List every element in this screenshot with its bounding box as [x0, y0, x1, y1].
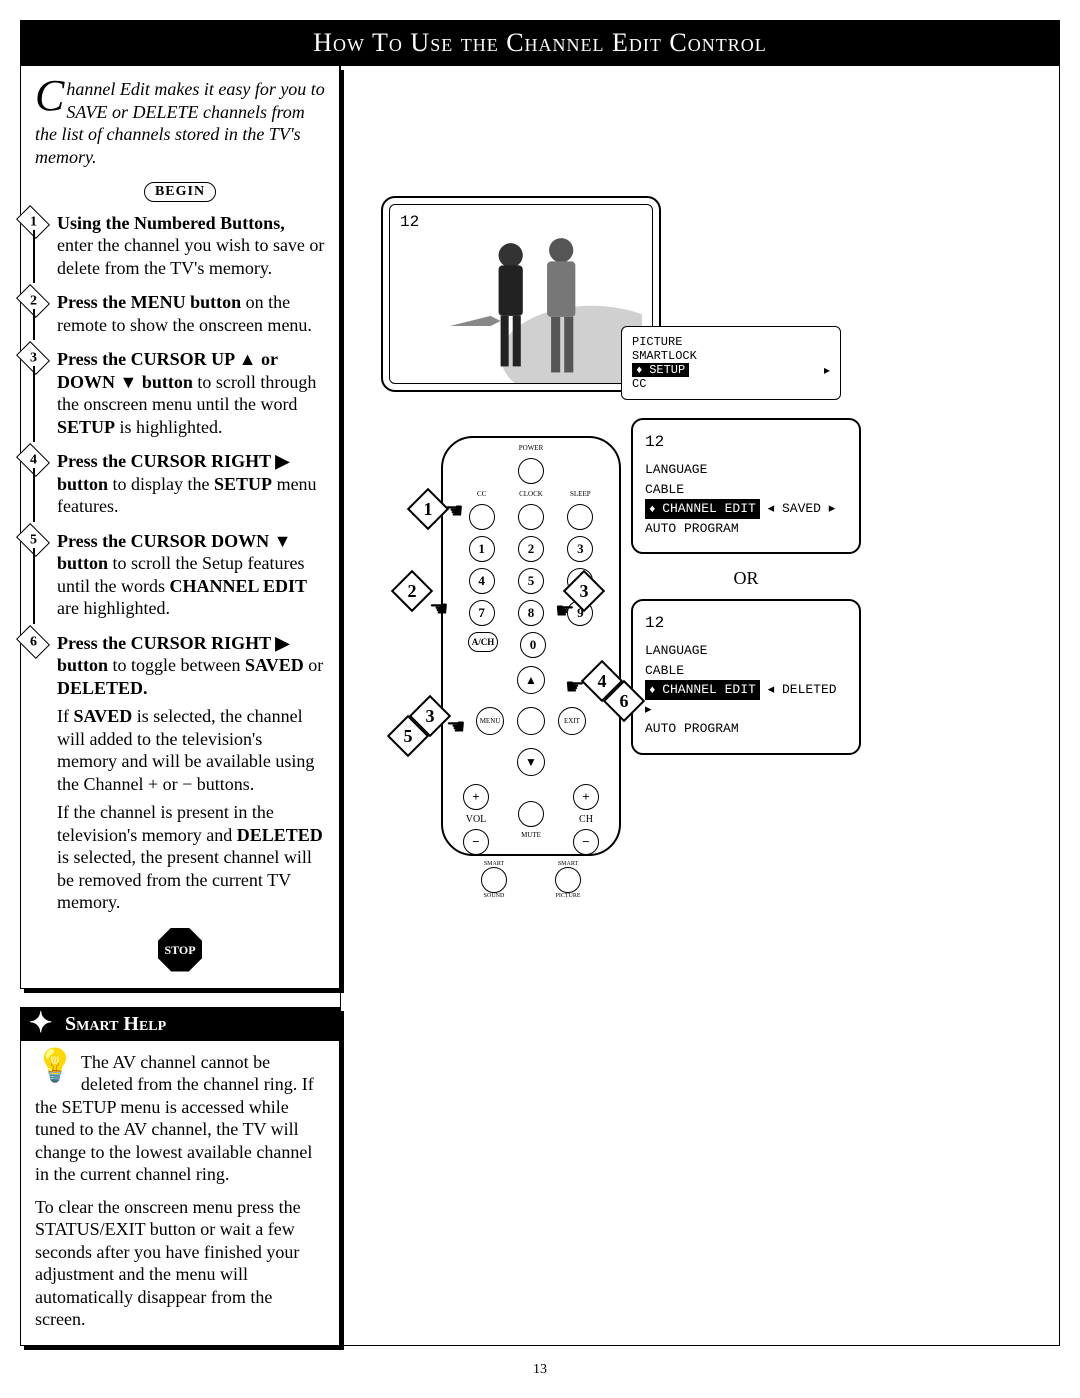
step-3: 3 Press the CURSOR UP ▲ or DOWN ▼ button…: [35, 348, 325, 438]
smart-picture-button[interactable]: [555, 867, 581, 893]
key-8[interactable]: 8: [518, 600, 544, 626]
smart-help-p1: The AV channel cannot be deleted from th…: [35, 1052, 314, 1185]
smart-sound-button[interactable]: [481, 867, 507, 893]
onscreen-menu-deleted: 12 LANGUAGE CABLE CHANNEL EDIT ◂ DELETED…: [631, 599, 861, 755]
vol-up[interactable]: +: [463, 784, 489, 810]
tv-illustration: 12: [381, 196, 661, 392]
cursor-up[interactable]: ▲: [517, 666, 545, 694]
instructions-panel: Channel Edit makes it easy for you to SA…: [20, 66, 340, 989]
key-7[interactable]: 7: [469, 600, 495, 626]
exit-button[interactable]: EXIT: [558, 707, 586, 735]
smart-help-p2: To clear the onscreen menu press the STA…: [35, 1196, 325, 1331]
status-button[interactable]: [517, 707, 545, 735]
sleep-button[interactable]: [567, 504, 593, 530]
tv-channel-number: 12: [400, 213, 419, 231]
hand-icon: ☚: [429, 596, 449, 622]
dropcap: C: [35, 78, 66, 114]
begin-badge: BEGIN: [35, 178, 325, 202]
key-1[interactable]: 1: [469, 536, 495, 562]
clock-button[interactable]: [518, 504, 544, 530]
ch-down[interactable]: −: [573, 829, 599, 855]
onscreen-menu-saved: 12 LANGUAGE CABLE CHANNEL EDIT ◂ SAVED ▸…: [631, 418, 861, 554]
power-label: POWER: [443, 444, 619, 452]
key-4[interactable]: 4: [469, 568, 495, 594]
cc-button[interactable]: [469, 504, 495, 530]
ch-up[interactable]: +: [573, 784, 599, 810]
mute-button[interactable]: [518, 801, 544, 827]
page-title: How To Use the Channel Edit Control: [20, 20, 1060, 66]
smart-help-panel: ✦ Smart Help 💡 The AV channel cannot be …: [20, 1007, 340, 1346]
page-number: 13: [20, 1362, 1060, 1378]
hand-icon: ☛: [565, 674, 585, 700]
ach-button[interactable]: A/CH: [468, 632, 498, 652]
key-0[interactable]: 0: [520, 632, 546, 658]
remote-control: POWER CC CLOCK SLEEP 1 2 3 4 5 6: [441, 436, 621, 856]
key-5[interactable]: 5: [518, 568, 544, 594]
lightbulb-icon: 💡: [35, 1051, 75, 1079]
people-illustration: [440, 225, 642, 384]
smart-help-header: ✦ Smart Help: [21, 1008, 339, 1041]
menu-button[interactable]: MENU: [476, 707, 504, 735]
step-1: 1 Using the Numbered Buttons, enter the …: [35, 212, 325, 280]
callout-2: 2: [391, 570, 433, 612]
step-2: 2 Press the MENU button on the remote to…: [35, 291, 325, 336]
cursor-down[interactable]: ▼: [517, 748, 545, 776]
step-number: 6: [16, 625, 50, 659]
hand-icon: ☛: [555, 598, 575, 624]
step-5: 5 Press the CURSOR DOWN ▼ button to scro…: [35, 530, 325, 620]
stop-badge: STOP: [35, 928, 325, 972]
bulb-icon: ✦: [29, 1006, 52, 1041]
vol-down[interactable]: −: [463, 829, 489, 855]
key-2[interactable]: 2: [518, 536, 544, 562]
onscreen-menu-main: PICTURE SMARTLOCK SETUP▸ CC: [621, 326, 841, 400]
step-6: 6 Press the CURSOR RIGHT ▶ button to tog…: [35, 632, 325, 914]
key-3[interactable]: 3: [567, 536, 593, 562]
menu-selected: SETUP: [632, 363, 689, 377]
or-label: OR: [631, 568, 861, 589]
intro-text: Channel Edit makes it easy for you to SA…: [35, 78, 325, 168]
power-button[interactable]: [518, 458, 544, 484]
step-4: 4 Press the CURSOR RIGHT ▶ button to dis…: [35, 450, 325, 518]
